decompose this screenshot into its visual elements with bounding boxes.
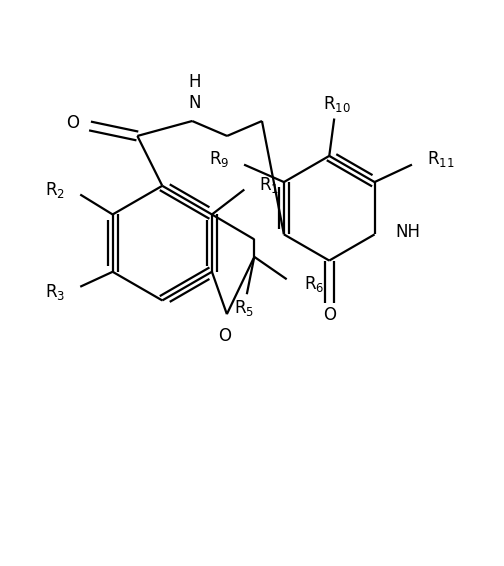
- Text: O: O: [323, 306, 336, 324]
- Text: R$_3$: R$_3$: [45, 282, 66, 302]
- Text: R$_2$: R$_2$: [45, 179, 66, 200]
- Text: O: O: [66, 114, 79, 132]
- Text: R$_{10}$: R$_{10}$: [323, 93, 351, 114]
- Text: R$_6$: R$_6$: [304, 275, 325, 294]
- Text: R$_1$: R$_1$: [259, 174, 279, 195]
- Text: R$_5$: R$_5$: [234, 298, 255, 318]
- Text: NH: NH: [396, 223, 420, 241]
- Text: R$_{11}$: R$_{11}$: [427, 149, 455, 169]
- Text: R$_9$: R$_9$: [209, 149, 229, 169]
- Text: H
N: H N: [188, 73, 201, 112]
- Text: O: O: [218, 327, 231, 345]
